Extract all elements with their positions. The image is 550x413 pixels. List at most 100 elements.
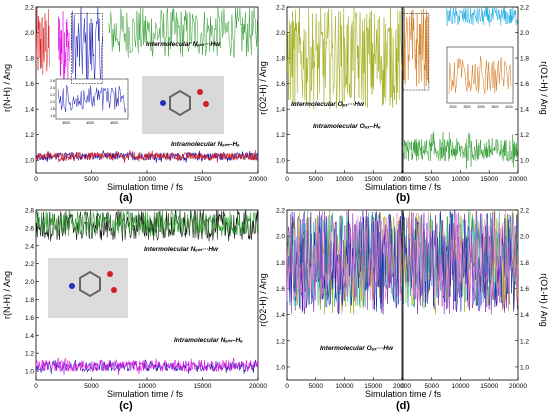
panel-b-series-cyan: [445, 6, 519, 27]
panel-c-molecule-nitrogen: [69, 283, 75, 289]
panel-d-right-xtick-label: 10000: [451, 383, 469, 390]
panel-d-right-xtick-label: 5000: [425, 383, 440, 390]
panel-b-right-ytick-label: 1.2: [520, 132, 529, 139]
panel-a-series-blue: [71, 7, 103, 90]
panel-d-left-ytick-label: 2.2: [276, 208, 285, 215]
panel-b-left-xtick-label: 10000: [335, 176, 353, 183]
panel-b-inset-xtick: 2000: [449, 105, 456, 109]
panel-b-series-green: [402, 131, 519, 169]
panel-b-left-ytick-label: 1.4: [276, 107, 285, 114]
panel-a-inset-xtick: 4000: [86, 121, 94, 125]
panel-a-inset-series: [57, 85, 127, 113]
panel-c-xlabel: Simulation time / fs: [107, 389, 184, 399]
panel-b-left-xtick-label: 20000: [393, 176, 411, 183]
panel-a-inset-ytick: 2.0: [50, 100, 55, 104]
panel-d-left-xtick-label: 5000: [309, 383, 324, 390]
panel-b-right-ytick-label: 1.4: [520, 107, 529, 114]
panel-a-annot-inter: Intermolecular Nₐₘ···Hw: [146, 41, 221, 48]
panel-d-right-ytick-label: 1.6: [520, 286, 529, 293]
panel-a-ytick-label: 2.2: [25, 5, 34, 12]
panel-d-ylabel-right: r(O1-H) / Ang: [539, 273, 549, 327]
panel-b-inset-xtick: 3500: [491, 105, 498, 109]
panel-d-annot-inter: Intermolecular Oₑₓ···Hw: [320, 345, 394, 352]
panel-d-ylabel: r(O2-H) / Ang: [258, 273, 268, 327]
panel-d-right-series-pink: [402, 210, 519, 302]
panel-b-inset-series: [448, 56, 512, 95]
panel-c-label: (c): [119, 400, 133, 412]
panel-a-molecule-nitrogen: [160, 100, 166, 106]
panel-b-series-olive: [286, 7, 403, 110]
panel-b-right-ytick-label: 2.0: [520, 30, 529, 37]
panel-d-left-ytick-label: 1.2: [276, 338, 285, 345]
panel-c-xtick-label: 15000: [193, 383, 211, 390]
panel-d-left-xtick-label: 0: [285, 383, 289, 390]
panel-a-ytick-label: 1.8: [25, 56, 34, 63]
panel-a-molecule-oxygen: [197, 89, 203, 95]
panel-c-xtick-label: 0: [34, 383, 38, 390]
panel-c-xtick-label: 5000: [84, 383, 99, 390]
panel-a-ytick-label: 1.2: [25, 132, 34, 139]
panel-b-annot-inter: Intermolecular Oₑₓ···Hw: [291, 101, 365, 108]
panel-b-inset-xtick: 2500: [463, 105, 470, 109]
panel-d-left-ytick-label: 1.8: [276, 260, 285, 267]
panel-d-left-xtick-label: 15000: [364, 383, 382, 390]
panel-b-right-xtick-label: 5000: [425, 176, 440, 183]
panel-a-inset-xtick: 4500: [110, 121, 118, 125]
panel-c-ytick-label: 2.4: [25, 243, 34, 250]
panel-b-right-xtick-label: 0: [401, 176, 405, 183]
panel-a-ytick-label: 2.0: [25, 30, 34, 37]
panel-d-left-ytick-label: 1.4: [276, 312, 285, 319]
panel-d-left-ytick-label: 2.0: [276, 234, 285, 241]
panel-a-xtick-label: 15000: [193, 176, 211, 183]
panel-d-label: (d): [396, 400, 410, 412]
panel-b-zoom-box: [402, 13, 430, 91]
panel-c-molecule-oxygen: [107, 271, 113, 277]
panel-b-ylabel-right: r(O1-H) / Ang: [539, 61, 549, 115]
panel-b-right-ytick-label: 2.2: [520, 5, 529, 12]
panel-c: 1.0 1.2 1.4 1.6 1.8 2.0 2.2 2.4 2.6 2.8 0 5000 10000…: [25, 208, 267, 391]
panel-c-series-magenta: [35, 357, 259, 376]
panel-a-xlabel: Simulation time / fs: [107, 182, 184, 192]
panel-b-ylabel: r(O2-H) / Ang: [258, 61, 268, 115]
panel-b-right-ytick-label: 1.0: [520, 158, 529, 165]
panel-b-left-xtick-label: 0: [285, 176, 289, 183]
panel-d-right-ytick-label: 2.0: [520, 234, 529, 241]
panel-b-right-xtick-label: 20000: [509, 176, 527, 183]
panel-c-ytick-label: 1.0: [25, 369, 34, 376]
panel-a-xtick-label: 5000: [84, 176, 99, 183]
panel-c-annot-inter: Intermolecular Nₐₘ···Hw: [144, 246, 219, 253]
panel-b: 1.0 1.2 1.4 1.6 1.8 2.0 2.2 1.0 1.2 1.4 1.6 1.8 2.0 2…: [276, 5, 529, 184]
panel-c-ytick-label: 2.8: [25, 208, 34, 215]
panel-c-ytick-label: 2.0: [25, 279, 34, 286]
panel-b-right-xtick-label: 15000: [480, 176, 498, 183]
panel-b-right-ytick-label: 1.8: [520, 56, 529, 63]
panel-d-left-ytick-label: 1.0: [276, 364, 285, 371]
panel-c-ytick-label: 1.2: [25, 351, 34, 358]
panel-b-inset-xtick: 4000: [505, 105, 512, 109]
panel-d-left-series-pink: [286, 210, 403, 302]
panel-c-ytick-label: 1.8: [25, 297, 34, 304]
panel-b-series-orange: [402, 8, 430, 90]
panel-a-ytick-label: 1.4: [25, 107, 34, 114]
panel-a-ytick-label: 1.0: [25, 158, 34, 165]
panel-d-left-xtick-label: 10000: [335, 383, 353, 390]
panel-a-molecule-ring: [169, 89, 191, 117]
panel-a-inset-ytick: 1.8: [50, 107, 55, 111]
panel-d-left-ytick-label: 1.6: [276, 286, 285, 293]
panel-b-left-xtick-label: 5000: [309, 176, 324, 183]
panel-d-xlabel: Simulation time / fs: [365, 389, 442, 399]
panel-a-molecule-picture: [142, 76, 224, 134]
panel-d-right-ytick-label: 1.0: [520, 364, 529, 371]
panel-c-xtick-label: 10000: [138, 383, 156, 390]
panel-a-annot-intra: Intramolecular Nₐₘ–Hₐ: [171, 141, 240, 148]
panel-b-right-ytick-label: 1.6: [520, 81, 529, 88]
panel-b-left-ytick-label: 2.0: [276, 30, 285, 37]
panel-d-right-ytick-label: 2.2: [520, 208, 529, 215]
panel-d-right-xtick-label: 20000: [509, 383, 527, 390]
panel-c-ytick-label: 2.2: [25, 261, 34, 268]
panel-d-right-ytick-label: 1.2: [520, 338, 529, 345]
panel-b-annot-intra: Intramolecular Oₑₓ–Hₑ: [313, 123, 381, 130]
panel-a-inset-ytick: 1.6: [50, 114, 55, 118]
panel-a-xtick-label: 10000: [138, 176, 156, 183]
